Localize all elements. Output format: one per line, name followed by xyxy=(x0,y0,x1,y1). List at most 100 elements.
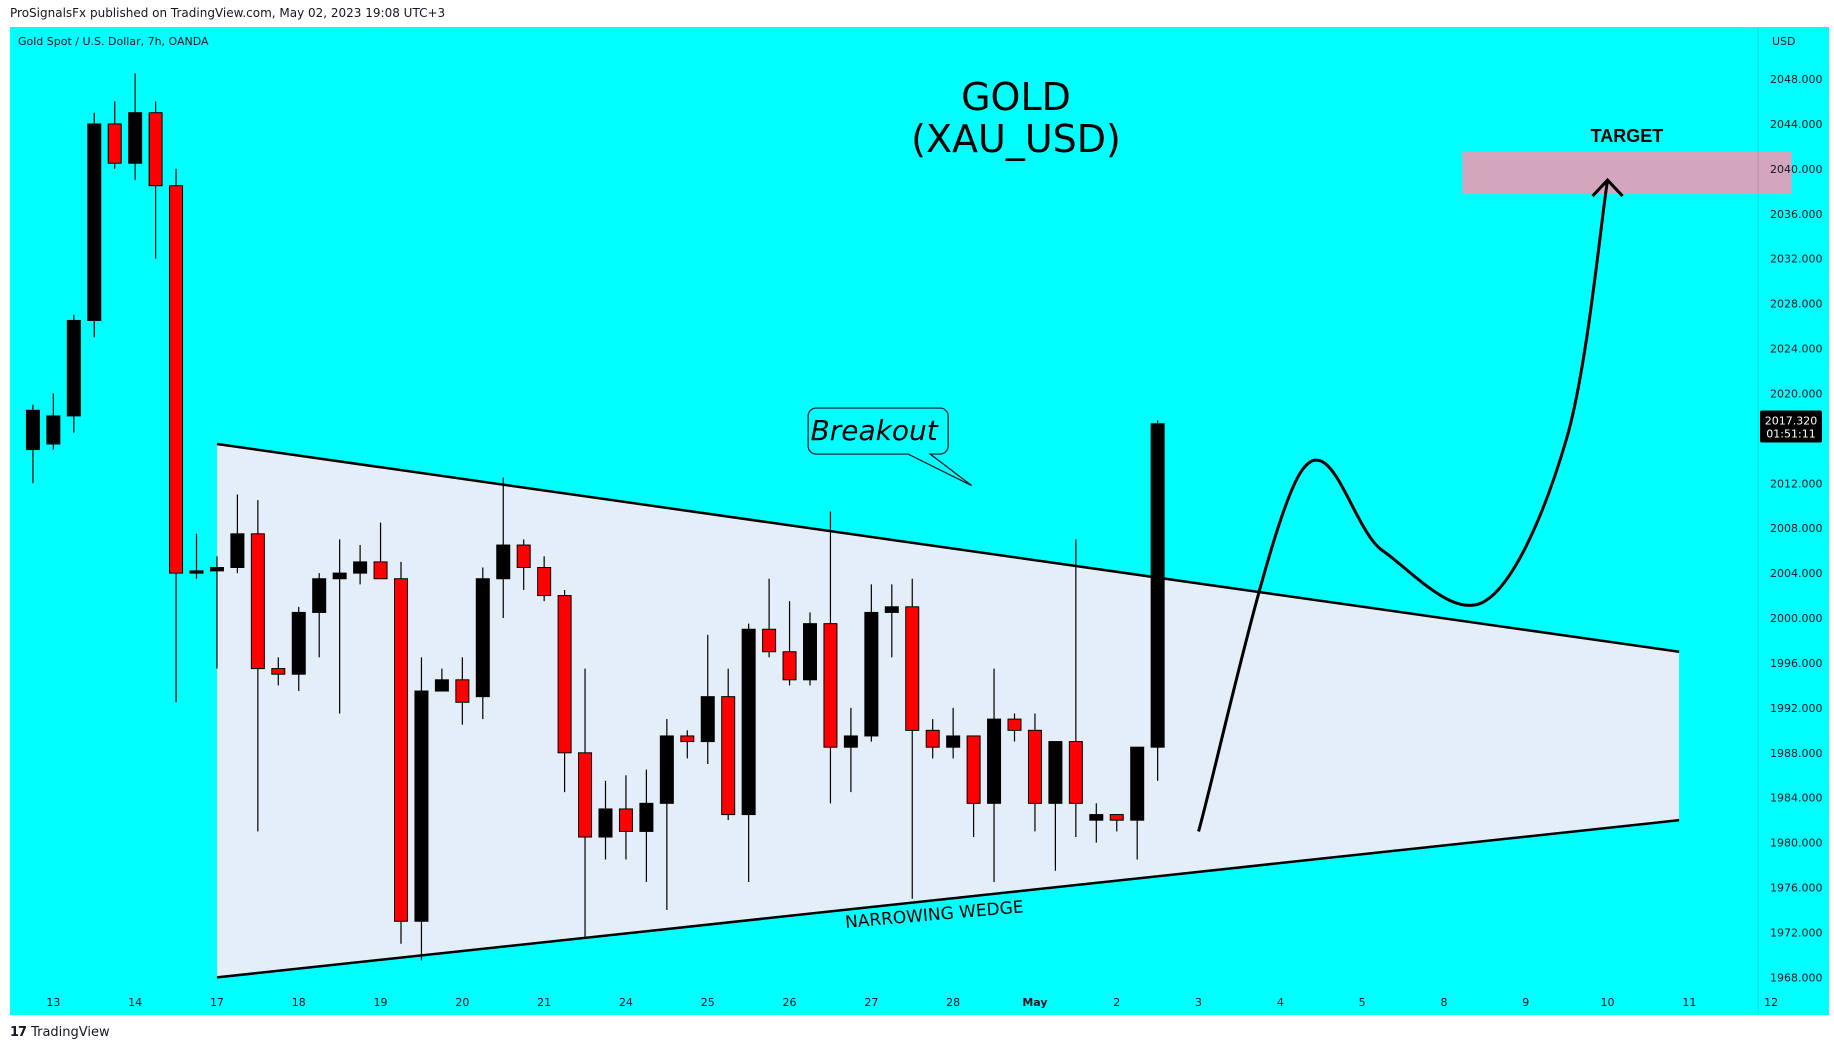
y-tick-label: 1968.000 xyxy=(1770,971,1823,984)
candle xyxy=(46,393,61,450)
y-tick-label: 2044.000 xyxy=(1770,118,1823,131)
candles xyxy=(25,73,1165,961)
candle xyxy=(762,578,777,658)
candle-body xyxy=(618,808,633,832)
candle-body xyxy=(966,735,981,804)
y-tick-label: 2012.000 xyxy=(1770,477,1823,490)
last-price-value: 2017.320 xyxy=(1765,415,1818,428)
candle xyxy=(353,545,368,585)
y-tick-label: 1972.000 xyxy=(1770,926,1823,939)
bar-countdown: 01:51:11 xyxy=(1766,428,1815,441)
candle xyxy=(1150,420,1165,781)
candle-body xyxy=(516,544,531,569)
wedge-upper-line xyxy=(216,442,1680,653)
candle-body xyxy=(987,718,1002,804)
projection-curve xyxy=(1197,179,1610,832)
candle-body xyxy=(230,533,245,569)
annotations: TARGET Breakout xyxy=(807,126,1792,832)
x-tick-label: 18 xyxy=(292,996,306,1009)
candle-body xyxy=(1109,814,1124,821)
candle-body xyxy=(148,112,163,187)
candle-body xyxy=(557,595,572,754)
tradingview-footer[interactable]: 17 TradingView xyxy=(10,1025,110,1040)
candle xyxy=(823,511,838,804)
candle xyxy=(250,500,265,832)
x-tick-label: 9 xyxy=(1522,996,1529,1009)
candle-body xyxy=(1007,718,1022,731)
chart-title-gold: GOLD xyxy=(961,75,1071,119)
candle xyxy=(557,589,572,793)
candle-body xyxy=(250,533,265,670)
candle xyxy=(1007,713,1022,742)
y-tick-label: 2020.000 xyxy=(1770,387,1823,400)
y-tick-label: 1976.000 xyxy=(1770,882,1823,895)
wedge-fill xyxy=(216,443,1680,978)
x-tick-label: May xyxy=(1022,996,1047,1009)
x-tick-label: 19 xyxy=(374,996,388,1009)
candle xyxy=(332,539,347,714)
axes: 2048.000 2044.000 2040.000 2036.000 2032.000… xyxy=(46,27,1823,1015)
tradingview-logo-icon: 17 xyxy=(10,1025,27,1040)
x-tick-label: 11 xyxy=(1682,996,1696,1009)
y-tick-label: 2032.000 xyxy=(1770,253,1823,266)
wedge-lower-line xyxy=(216,818,1680,979)
candle xyxy=(864,584,879,742)
candle-body xyxy=(66,319,81,417)
projection-arrowhead xyxy=(1591,177,1624,198)
candle-body xyxy=(1048,741,1063,804)
candle-body xyxy=(332,572,347,580)
x-tick-label: 21 xyxy=(537,996,551,1009)
y-tick-label: 2048.000 xyxy=(1770,73,1823,86)
candle xyxy=(128,73,143,181)
candle xyxy=(496,477,511,619)
candle-body xyxy=(843,735,858,748)
breakout-callout xyxy=(807,407,972,487)
x-tick-label: 20 xyxy=(455,996,469,1009)
breakout-label: Breakout xyxy=(811,414,939,447)
candle xyxy=(189,533,204,579)
candle xyxy=(312,573,327,658)
candle xyxy=(1027,713,1042,832)
candle-body xyxy=(373,561,388,580)
candle xyxy=(414,657,429,961)
candle-body xyxy=(169,185,184,574)
candle-body xyxy=(107,123,122,164)
candle-body xyxy=(291,611,306,675)
candle-body xyxy=(25,409,40,451)
candle-body xyxy=(905,606,920,731)
candle-body xyxy=(598,808,613,838)
candle-body xyxy=(1068,741,1083,804)
candle-body xyxy=(864,611,879,737)
y-tick-label: 1992.000 xyxy=(1770,702,1823,715)
y-tick-label: 2008.000 xyxy=(1770,522,1823,535)
candle xyxy=(373,522,388,580)
candle-body xyxy=(434,679,449,692)
candle xyxy=(680,730,695,759)
symbol-label: Gold Spot / U.S. Dollar, 7h, OANDA xyxy=(18,35,209,48)
candle-body xyxy=(1130,746,1145,821)
candle xyxy=(639,769,654,882)
x-tick-label: 17 xyxy=(210,996,224,1009)
y-tick-label: 2000.000 xyxy=(1770,612,1823,625)
target-zone xyxy=(1462,151,1792,194)
tradingview-brand: TradingView xyxy=(31,1025,110,1040)
candle xyxy=(946,707,961,759)
candle-body xyxy=(414,690,429,922)
candle xyxy=(148,101,163,259)
candle-body xyxy=(946,735,961,748)
candle xyxy=(107,101,122,169)
candle-body xyxy=(700,696,715,743)
candle xyxy=(475,567,490,720)
candle xyxy=(1048,741,1063,871)
candle xyxy=(659,719,674,911)
candle xyxy=(169,168,184,703)
candle xyxy=(25,404,40,484)
x-tick-label: 8 xyxy=(1440,996,1447,1009)
candle xyxy=(618,775,633,860)
candle xyxy=(578,668,593,939)
candle-body xyxy=(803,623,817,681)
x-tick-label: 5 xyxy=(1359,996,1366,1009)
candle-body xyxy=(884,606,899,613)
x-tick-label: 28 xyxy=(946,996,960,1009)
